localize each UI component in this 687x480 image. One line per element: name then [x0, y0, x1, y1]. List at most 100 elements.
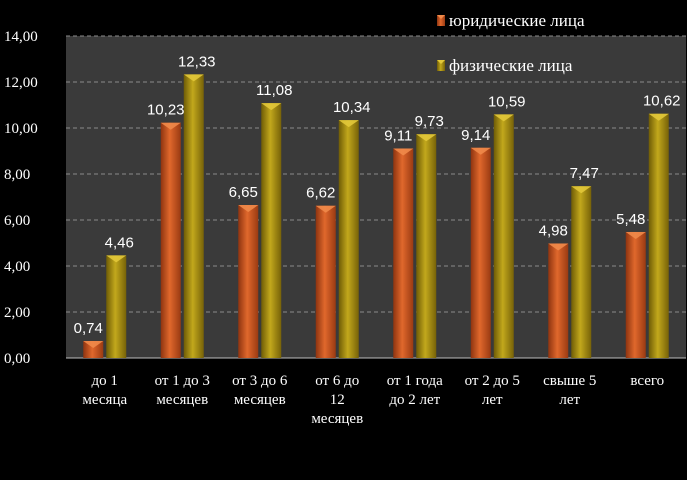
x-tick-label: месяца — [82, 392, 127, 408]
bar — [416, 134, 437, 358]
bar-body — [393, 148, 414, 358]
bar — [261, 103, 282, 358]
data-label: 9,11 — [384, 127, 412, 144]
bar-cap — [571, 186, 592, 194]
bar — [338, 120, 359, 359]
x-tick-label: лет — [482, 392, 503, 408]
x-tick-label: всего — [630, 373, 664, 389]
bar — [238, 205, 259, 358]
bar — [625, 231, 646, 358]
y-tick-label: 12,00 — [4, 75, 38, 91]
x-tick-label: от 2 до 5 — [465, 373, 520, 389]
x-tick-label: лет — [559, 392, 580, 408]
data-label: 6,62 — [306, 185, 335, 202]
bar — [106, 255, 127, 358]
y-tick-label: 8,00 — [4, 167, 30, 183]
bar-cap — [183, 74, 204, 82]
data-label: 9,73 — [415, 113, 444, 130]
x-tick-label: от 1 года — [387, 373, 443, 389]
x-tick-label: от 1 до 3 — [155, 373, 210, 389]
data-label: 5,48 — [616, 211, 645, 228]
bar — [393, 148, 414, 358]
y-tick-label: 0,00 — [4, 351, 30, 367]
y-tick-label: 14,00 — [4, 29, 38, 45]
x-tick-label: месяцев — [156, 392, 208, 408]
legend-item: физические лица — [437, 56, 573, 75]
data-label: 11,08 — [256, 82, 292, 99]
bar-cap — [416, 134, 437, 142]
bar-cap — [648, 113, 669, 121]
bar — [571, 186, 592, 358]
data-labels: 0,74 10,23 6,65 6,62 9,11 9,14 4,98 5,48 4,46 12,… — [74, 53, 681, 337]
y-tick-label: 6,00 — [4, 213, 30, 229]
bar-cap — [160, 122, 181, 130]
x-tick-label: месяцев — [234, 392, 286, 408]
bar — [315, 205, 336, 358]
bar-body — [83, 340, 104, 358]
bar-body — [470, 147, 491, 358]
bar — [648, 113, 669, 359]
bar — [183, 74, 204, 358]
bar-body — [238, 205, 259, 358]
legend-swatch — [437, 15, 445, 26]
legend-label: физические лица — [449, 56, 573, 75]
data-label: 4,98 — [539, 222, 568, 239]
bar-body — [261, 103, 282, 358]
bar-body — [338, 120, 359, 359]
x-axis: до 1 месяца от 1 до 3 месяцев от 3 до 6 месяц… — [82, 373, 664, 427]
bar — [548, 243, 569, 358]
bar-cap — [393, 148, 414, 156]
bar-body — [493, 114, 514, 359]
x-tick-label: до 1 — [92, 373, 118, 389]
legend-item: юридические лица — [437, 11, 585, 30]
bar-cap — [470, 147, 491, 155]
bar-cap — [315, 205, 336, 213]
legend-swatch — [437, 60, 445, 71]
bar-body — [571, 186, 592, 358]
plot-area — [66, 36, 686, 358]
legend-label: юридические лица — [449, 11, 585, 30]
bar-body — [648, 113, 669, 359]
bar-body — [183, 74, 204, 358]
bar-body — [548, 243, 569, 358]
bar — [493, 114, 514, 359]
x-tick-label: свыше 5 — [543, 373, 596, 389]
bar-cap — [261, 103, 282, 111]
data-label: 10,23 — [147, 102, 185, 119]
y-tick-label: 10,00 — [4, 121, 38, 137]
bar — [470, 147, 491, 358]
bar-cap — [548, 243, 569, 251]
legend-swatch-cap — [437, 15, 445, 19]
bar-cap — [625, 231, 646, 239]
data-label: 7,47 — [570, 165, 599, 182]
bar-body — [416, 134, 437, 358]
bar-cap — [83, 340, 104, 348]
data-label: 10,34 — [333, 99, 371, 116]
data-label: 0,74 — [74, 320, 103, 337]
x-tick-label: до 2 лет — [389, 392, 440, 408]
bar-body — [315, 205, 336, 358]
data-label: 4,46 — [105, 234, 134, 251]
legend: юридические лица физические лица — [437, 11, 585, 75]
x-tick-label: от 3 до 6 — [232, 373, 288, 389]
y-tick-label: 4,00 — [4, 259, 30, 275]
data-label: 12,33 — [178, 53, 216, 70]
x-tick-label: от 6 до — [315, 373, 359, 389]
bars — [83, 74, 669, 359]
legend-swatch-cap — [437, 60, 445, 64]
bar-body — [625, 231, 646, 358]
bar-body — [160, 122, 181, 359]
x-tick-label: 12 — [330, 392, 345, 408]
bar — [160, 122, 181, 359]
gridlines — [66, 35, 686, 313]
bar-cap — [106, 255, 127, 263]
y-tick-label: 2,00 — [4, 305, 30, 321]
bar-body — [106, 255, 127, 358]
data-label: 6,65 — [229, 184, 258, 201]
x-tick-label: месяцев — [311, 411, 363, 427]
bar-cap — [338, 120, 359, 128]
data-label: 9,14 — [461, 127, 490, 144]
data-label: 10,59 — [488, 93, 526, 110]
data-label: 10,62 — [643, 93, 681, 110]
